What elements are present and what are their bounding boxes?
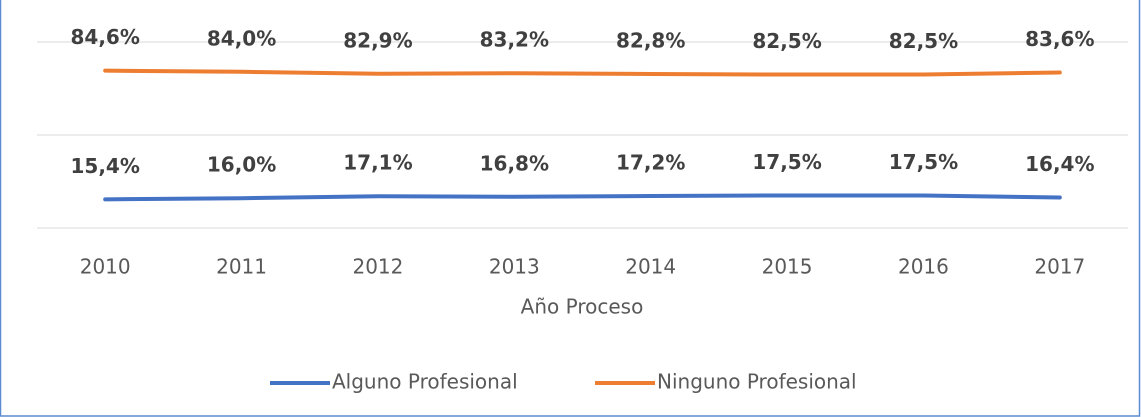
x-tick-label: 2013 xyxy=(489,255,540,279)
series-line xyxy=(103,193,1062,202)
x-tick-label: 2017 xyxy=(1034,255,1085,279)
data-label: 82,5% xyxy=(889,29,958,53)
data-label: 16,4% xyxy=(1025,152,1094,176)
x-tick-label: 2010 xyxy=(80,255,131,279)
data-label: 17,5% xyxy=(889,150,958,174)
data-label: 16,0% xyxy=(207,153,276,177)
data-label: 82,9% xyxy=(343,28,412,52)
data-label: 84,6% xyxy=(70,25,139,49)
data-label: 17,2% xyxy=(616,151,685,175)
legend-label: Ninguno Profesional xyxy=(657,370,857,394)
data-label: 83,2% xyxy=(480,28,549,52)
data-label: 15,4% xyxy=(70,154,139,178)
data-label: 83,6% xyxy=(1025,27,1094,51)
data-label: 84,0% xyxy=(207,26,276,50)
data-label: 16,8% xyxy=(480,151,549,175)
data-label: 17,5% xyxy=(752,150,821,174)
x-tick-label: 2015 xyxy=(762,255,813,279)
x-axis-title: Año Proceso xyxy=(521,295,644,319)
data-label: 82,5% xyxy=(752,29,821,53)
data-label: 17,1% xyxy=(343,151,412,175)
legend-label: Alguno Profesional xyxy=(332,370,518,394)
x-tick-label: 2016 xyxy=(898,255,949,279)
x-tick-label: 2014 xyxy=(625,255,676,279)
x-tick-label: 2011 xyxy=(216,255,267,279)
series-line xyxy=(103,68,1062,77)
x-tick-label: 2012 xyxy=(352,255,403,279)
data-label: 82,8% xyxy=(616,28,685,52)
